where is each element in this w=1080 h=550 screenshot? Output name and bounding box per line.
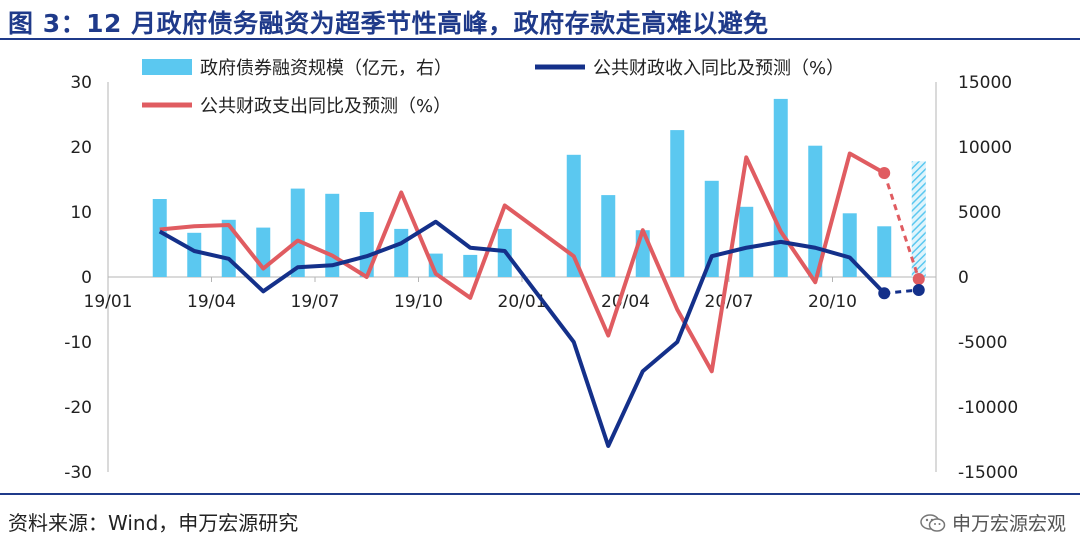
bar <box>670 130 685 277</box>
expenditure-forecast-point <box>912 272 925 285</box>
left-tick-label: 0 <box>81 268 92 288</box>
source-note: 资料来源：Wind，申万宏源研究 <box>8 511 299 535</box>
bar <box>290 188 305 277</box>
right-tick-label: -5000 <box>958 333 1007 353</box>
bar <box>842 213 857 277</box>
revenue-forecast-point <box>912 284 925 296</box>
bar <box>773 98 788 278</box>
legend-label: 政府债券融资规模（亿元，右） <box>200 58 452 79</box>
x-tick-label: 20/07 <box>705 292 754 312</box>
bar <box>877 226 892 277</box>
footer-divider <box>0 493 1080 495</box>
bar <box>428 253 443 277</box>
x-tick-label: 19/07 <box>291 292 340 312</box>
expenditure-line <box>159 151 886 374</box>
right-tick-label: -10000 <box>958 398 1018 418</box>
bar <box>739 206 754 277</box>
expenditure-forecast-line <box>882 172 921 280</box>
axes-layer: 30 20 10 0 -10 -20 -30 15000 10000 5000 0 -5000 -100… <box>64 73 1018 483</box>
bar <box>152 199 167 277</box>
line-series-layer <box>158 151 925 448</box>
bar <box>359 212 374 277</box>
x-tick-label: 20/04 <box>601 292 650 312</box>
chart-legend: 政府债券融资规模（亿元，右） 公共财政收入同比及预测（%） 公共财政支出同比及预测（… <box>142 58 844 117</box>
bar <box>808 145 823 277</box>
right-tick-label: 0 <box>958 268 969 288</box>
legend-swatch-bar <box>142 59 192 75</box>
bar <box>601 195 616 277</box>
right-tick-label: 10000 <box>958 138 1012 158</box>
expenditure-forecast-point <box>878 167 891 179</box>
left-tick-label: -10 <box>64 333 92 353</box>
right-tick-label: -15000 <box>958 463 1018 483</box>
title-divider <box>0 38 1080 40</box>
bar <box>187 232 202 277</box>
revenue-forecast-point <box>878 287 891 300</box>
x-tick-label: 19/04 <box>187 292 236 312</box>
left-tick-label: -20 <box>64 398 92 418</box>
right-tick-label: 5000 <box>958 203 1001 223</box>
legend-label: 公共财政支出同比及预测（%） <box>200 96 451 117</box>
bar-series-layer <box>152 98 926 278</box>
bar <box>704 180 719 277</box>
bar-forecast <box>911 161 926 277</box>
x-tick-label: 20/01 <box>498 292 547 312</box>
left-tick-label: 20 <box>70 138 92 158</box>
right-tick-label: 15000 <box>958 73 1012 93</box>
page-title: 图 3：12 月政府债务融资为超季节性高峰，政府存款走高难以避免 <box>8 9 769 38</box>
x-tick-label: 19/10 <box>394 292 443 312</box>
x-tick-label: 20/10 <box>808 292 857 312</box>
bar <box>394 228 409 277</box>
brand-name: 申万宏源宏观 <box>951 513 1066 535</box>
left-tick-label: -30 <box>64 463 92 483</box>
x-tick-label: 19/01 <box>84 292 133 312</box>
legend-label: 公共财政收入同比及预测（%） <box>593 58 844 79</box>
revenue-line <box>158 219 886 448</box>
bar <box>566 154 581 277</box>
bar <box>463 254 478 277</box>
brand-watermark: 申万宏源宏观 <box>920 509 1066 536</box>
wechat-icon <box>920 513 946 532</box>
left-tick-label: 10 <box>70 203 92 223</box>
chart-area: 30 20 10 0 -10 -20 -30 15000 10000 5000 0 -5000 -100… <box>64 58 1018 483</box>
left-tick-label: 30 <box>70 73 92 93</box>
